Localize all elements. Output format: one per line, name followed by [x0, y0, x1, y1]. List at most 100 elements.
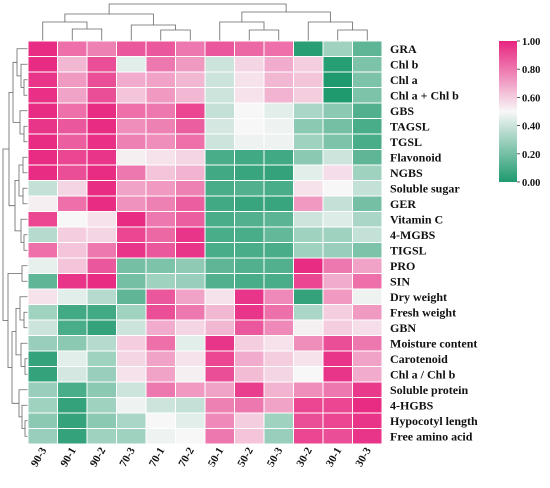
colorbar-tick-label: 0.80	[522, 65, 540, 76]
heatmap-cell	[175, 319, 206, 336]
heatmap-cell	[352, 428, 383, 445]
heatmap-cell	[234, 102, 265, 119]
heatmap-cell	[263, 350, 294, 367]
heatmap-cell	[234, 226, 265, 243]
heatmap-cell	[322, 366, 353, 383]
heatmap-cell	[57, 335, 88, 352]
heatmap-cell	[204, 273, 235, 290]
heatmap-cell	[204, 242, 235, 259]
heatmap-cell	[263, 40, 294, 57]
heatmap-cell	[204, 335, 235, 352]
row-label: Fresh weight	[390, 305, 456, 319]
heatmap-cell	[263, 273, 294, 290]
column-label: 70-3	[117, 445, 138, 469]
heatmap-cell	[263, 211, 294, 228]
heatmap-cell	[175, 180, 206, 197]
heatmap-cell	[234, 257, 265, 274]
heatmap-cell	[234, 319, 265, 336]
row-label: Soluble protein	[390, 383, 468, 397]
heatmap-cell	[86, 381, 117, 398]
heatmap-cell	[352, 133, 383, 150]
heatmap-cell	[27, 397, 58, 414]
heatmap-cell	[352, 242, 383, 259]
heatmap-cell	[57, 412, 88, 429]
heatmap-cell	[86, 319, 117, 336]
heatmap-cell	[234, 180, 265, 197]
heatmap-cell	[352, 149, 383, 166]
heatmap-cell	[86, 133, 117, 150]
heatmap-cell	[116, 335, 147, 352]
column-label: 90-1	[58, 446, 78, 469]
heatmap-cell	[293, 226, 324, 243]
heatmap-cell	[145, 428, 176, 445]
heatmap-cell	[322, 180, 353, 197]
heatmap-cell	[175, 381, 206, 398]
heatmap-cell	[116, 350, 147, 367]
heatmap-cell	[352, 118, 383, 135]
heatmap-cell	[322, 164, 353, 181]
heatmap-cell	[145, 381, 176, 398]
heatmap-cell	[145, 87, 176, 104]
heatmap-cell	[263, 102, 294, 119]
heatmap-cell	[322, 412, 353, 429]
heatmap-cell	[204, 118, 235, 135]
heatmap-cell	[204, 381, 235, 398]
heatmap-cells	[27, 40, 383, 445]
heatmap-cell	[145, 319, 176, 336]
heatmap-cell	[27, 273, 58, 290]
heatmap-cell	[27, 226, 58, 243]
heatmap-cell	[352, 226, 383, 243]
heatmap-cell	[263, 366, 294, 383]
heatmap-cell	[57, 56, 88, 73]
colorbar-tick-label: 0.00	[522, 178, 540, 189]
heatmap-cell	[86, 288, 117, 305]
heatmap-cell	[322, 242, 353, 259]
heatmap-cell	[57, 195, 88, 212]
heatmap-cell	[27, 350, 58, 367]
heatmap-cell	[57, 180, 88, 197]
heatmap-cell	[175, 40, 206, 57]
heatmap-cell	[322, 335, 353, 352]
heatmap-cell	[145, 273, 176, 290]
heatmap-cell	[175, 133, 206, 150]
heatmap-cell	[293, 319, 324, 336]
heatmap-cell	[204, 56, 235, 73]
heatmap-cell	[86, 195, 117, 212]
heatmap-cell	[116, 257, 147, 274]
heatmap-cell	[293, 412, 324, 429]
heatmap-cell	[234, 412, 265, 429]
heatmap-cell	[204, 366, 235, 383]
row-label: Carotenoid	[390, 352, 448, 366]
heatmap-cell	[57, 133, 88, 150]
heatmap-cell	[145, 366, 176, 383]
heatmap-cell	[57, 366, 88, 383]
heatmap-cell	[175, 257, 206, 274]
row-label: TIGSL	[390, 243, 427, 257]
heatmap-cell	[263, 381, 294, 398]
heatmap-cell	[86, 56, 117, 73]
heatmap-cell	[27, 211, 58, 228]
colorbar-tick-label: 0.20	[522, 150, 540, 161]
heatmap-cell	[27, 304, 58, 321]
heatmap-cell	[352, 335, 383, 352]
heatmap-cell	[352, 71, 383, 88]
heatmap-cell	[234, 87, 265, 104]
heatmap-cell	[322, 288, 353, 305]
heatmap-cell	[145, 350, 176, 367]
heatmap-cell	[204, 180, 235, 197]
heatmap-cell	[322, 397, 353, 414]
heatmap-cell	[234, 335, 265, 352]
heatmap-cell	[204, 149, 235, 166]
heatmap-cell	[116, 273, 147, 290]
heatmap-cell	[86, 397, 117, 414]
heatmap-cell	[145, 149, 176, 166]
heatmap-cell	[27, 180, 58, 197]
heatmap-cell	[263, 319, 294, 336]
column-label: 90-2	[88, 445, 109, 469]
heatmap-cell	[352, 257, 383, 274]
heatmap-cell	[293, 397, 324, 414]
heatmap-cell	[204, 319, 235, 336]
heatmap-cell	[27, 118, 58, 135]
heatmap-cell	[116, 40, 147, 57]
heatmap-cell	[145, 180, 176, 197]
